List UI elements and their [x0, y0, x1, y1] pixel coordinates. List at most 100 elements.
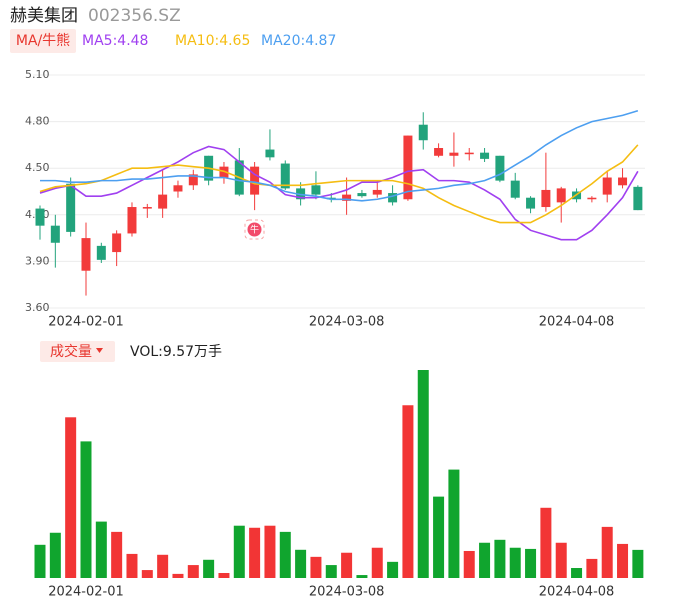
candle-body: [188, 174, 198, 186]
candle-body: [510, 180, 520, 198]
volume-bar: [632, 549, 644, 578]
candle-body: [35, 208, 45, 226]
volume-bar: [126, 553, 138, 578]
candle-body: [434, 148, 444, 156]
volume-bar: [80, 441, 92, 578]
volume-label: VOL:9.57万手: [130, 344, 222, 360]
candle-body: [418, 124, 428, 141]
candle-body: [372, 189, 382, 195]
candle-body: [142, 207, 152, 209]
candle-body: [50, 225, 60, 243]
volume-bar: [555, 542, 567, 578]
volume-bar: [601, 526, 613, 578]
candle-body: [112, 233, 122, 253]
candle-body: [173, 185, 183, 192]
ma-line: [39, 145, 639, 241]
candle-body: [357, 193, 367, 197]
x-tick-label: 2024-03-08: [309, 585, 385, 600]
plot-area: 3.603.904.204.504.805.102024-02-012024-0…: [25, 33, 645, 600]
candle-body: [480, 152, 490, 159]
candle-body: [388, 193, 398, 203]
volume-bar: [586, 558, 598, 578]
legend-entry: MA20:4.87: [261, 33, 336, 49]
candle-body: [66, 183, 76, 232]
volume-bar: [571, 568, 583, 578]
x-tick-label: 2024-03-08: [309, 315, 385, 330]
volume-bar: [233, 525, 245, 578]
volume-bar: [448, 469, 460, 578]
candle-body: [158, 194, 168, 209]
volume-bar: [141, 570, 153, 578]
volume-bar: [417, 370, 429, 578]
volume-bar: [479, 542, 491, 578]
volume-bar: [187, 565, 199, 578]
volume-bar: [34, 544, 46, 578]
candle-body: [556, 188, 566, 203]
volume-bar: [540, 507, 552, 578]
volume-bar: [402, 405, 414, 578]
candle-body: [464, 152, 474, 155]
volume-bar: [203, 559, 215, 578]
volume-bar: [525, 548, 537, 578]
ma-toggle[interactable]: MA/牛熊: [16, 33, 70, 49]
volume-bar: [509, 547, 521, 578]
legend-entry: MA5:4.48: [82, 33, 148, 49]
candle-body: [633, 186, 643, 211]
volume-bar: [463, 550, 475, 578]
volume-bar: [157, 554, 169, 578]
volume-bar: [341, 552, 353, 578]
volume-bar: [494, 539, 506, 578]
candle-body: [265, 149, 275, 158]
bull-icon-circle: [247, 222, 262, 237]
candle-body: [541, 189, 551, 208]
candle-body: [280, 163, 290, 189]
ma-line: [40, 109, 639, 202]
x-tick-label: 2024-02-01: [48, 315, 124, 330]
candle-body: [311, 185, 321, 195]
legend-entry: MA10:4.65: [175, 33, 250, 49]
y-tick-label: 5.10: [25, 68, 50, 81]
bull-icon-bg: [244, 219, 265, 240]
dropdown-arrow[interactable]: [96, 348, 103, 353]
x-tick-label: 2024-04-08: [539, 315, 615, 330]
y-tick-label: 4.80: [25, 115, 50, 128]
candle-body: [495, 155, 505, 181]
y-tick-label: 3.60: [25, 301, 50, 314]
y-tick-label: 3.90: [25, 254, 50, 267]
candle-body: [526, 197, 536, 209]
volume-bar: [95, 521, 107, 578]
volume-toggle[interactable]: 成交量: [50, 343, 92, 360]
candle-body: [81, 238, 91, 271]
ma-line: [39, 144, 639, 224]
candle-body: [618, 177, 628, 186]
volume-toggle-bg[interactable]: [40, 341, 115, 362]
candle-body: [587, 197, 597, 200]
bull-icon: 牛: [244, 219, 265, 240]
volume-bar: [310, 556, 322, 578]
volume-bar: [371, 547, 383, 578]
volume-bar: [295, 549, 307, 578]
candle-body: [449, 152, 459, 156]
y-tick-label: 4.50: [25, 161, 50, 174]
stock-name: 赫美集团: [10, 6, 78, 26]
bull-icon-text: 牛: [250, 224, 259, 236]
volume-bar: [279, 531, 291, 578]
x-tick-label: 2024-02-01: [48, 585, 124, 600]
volume-bar: [433, 496, 445, 578]
volume-bar: [617, 543, 629, 578]
volume-bar: [387, 561, 399, 578]
candle-body: [403, 135, 413, 200]
stock-code: 002356.SZ: [88, 6, 181, 26]
candle-body: [250, 166, 260, 195]
ma-toggle-bg[interactable]: [10, 29, 76, 53]
volume-bar: [65, 417, 77, 578]
candle-body: [127, 207, 137, 234]
volume-bar: [356, 575, 368, 578]
volume-bar: [325, 565, 337, 578]
x-tick-label: 2024-04-08: [539, 585, 615, 600]
candle-body: [342, 194, 352, 201]
volume-bar: [264, 525, 276, 578]
volume-bar: [49, 532, 61, 578]
